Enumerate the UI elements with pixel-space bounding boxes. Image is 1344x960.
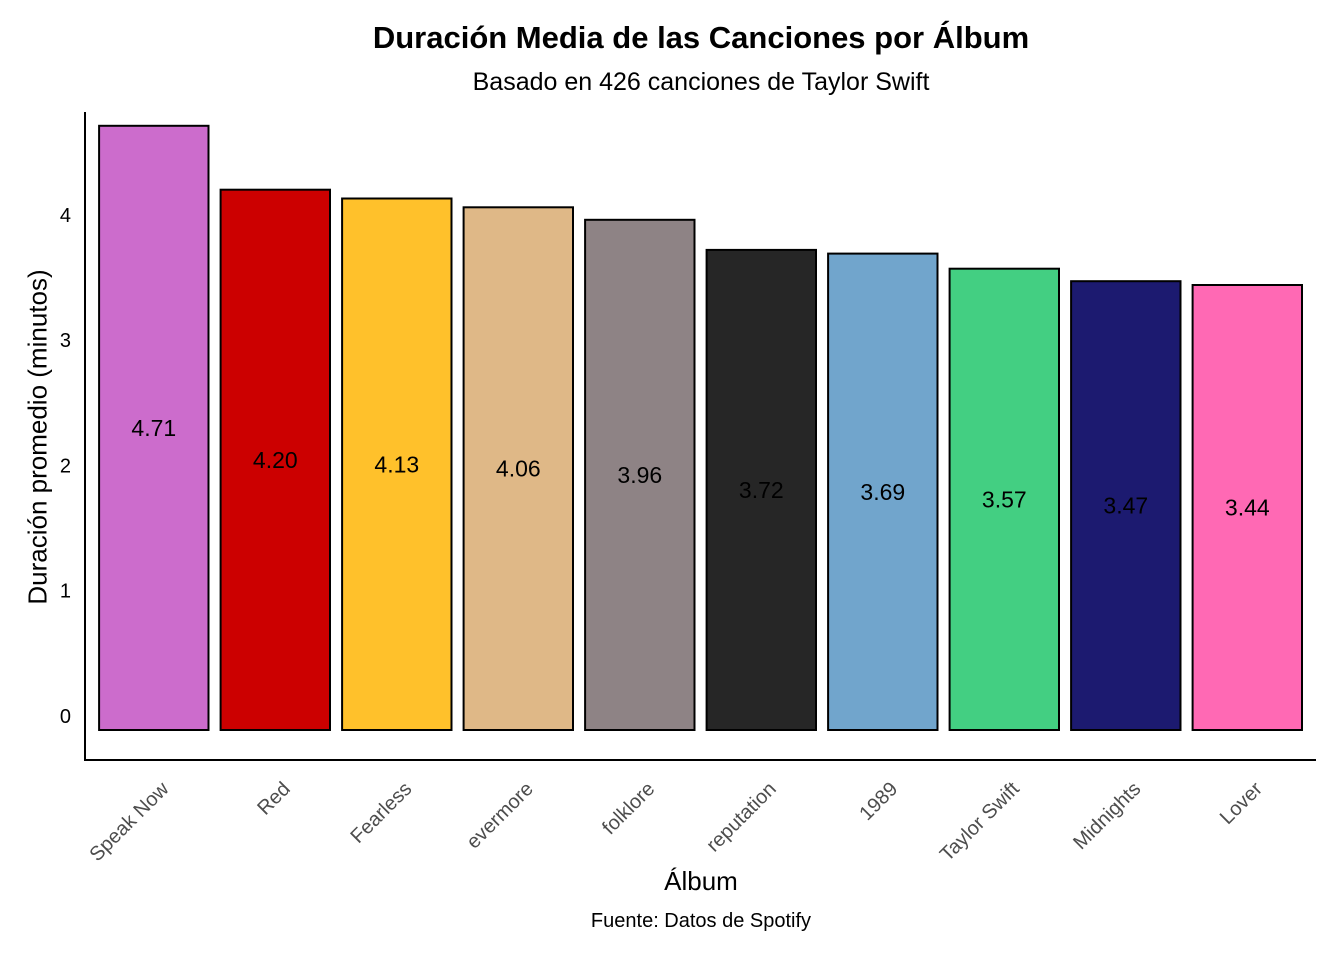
data-label: 4.06 [496,456,541,482]
data-label: 3.96 [617,462,662,488]
bar [827,252,939,731]
y-tick-label: 4 [60,205,71,227]
x-tick-label: evermore [463,778,538,853]
x-tick-label: 1989 [855,778,902,825]
y-tick-label: 1 [60,581,71,603]
x-axis-title: Álbum [664,866,738,896]
bar [98,124,210,732]
bar [705,248,817,731]
chart-title: Duración Media de las Canciones por Álbu… [372,20,1030,55]
data-label: 4.71 [131,415,176,441]
y-tick-label: 2 [60,455,71,477]
bar [1070,280,1182,731]
y-tick-label: 0 [60,706,71,728]
bar [341,197,453,731]
bar [1191,284,1303,731]
x-tick-label: Fearless [347,778,417,848]
data-label: 3.47 [1103,493,1148,519]
x-tick-label: reputation [702,778,780,856]
bars-group: 4.71 4.20 4.13 4.06 3.96 3.72 3.69 3.57 3.47 3.44 [98,124,1303,732]
y-tick-label: 3 [60,330,71,352]
y-tick-labels: 0 1 2 3 4 [60,205,71,728]
x-tick-label: Speak Now [85,778,173,866]
data-label: 3.72 [739,477,784,503]
data-label: 3.69 [860,479,905,505]
bar [584,218,696,732]
x-tick-label: Lover [1216,778,1267,829]
bar [219,188,332,731]
data-label: 4.20 [253,447,298,473]
x-tick-label: Red [253,778,295,820]
x-tick-label: Midnights [1069,778,1145,854]
x-tick-label: Taylor Swift [936,778,1024,866]
bar [462,206,575,732]
y-axis-title: Duración promedio (minutos) [22,269,53,605]
bar [948,267,1060,731]
chart-subtitle: Basado en 426 canciones de Taylor Swift [472,68,930,96]
x-tick-labels: Speak Now Red Fearless evermore folklore repu… [85,778,1267,866]
chart-caption: Fuente: Datos de Spotify [590,910,812,932]
data-label: 4.13 [374,451,419,477]
data-label: 3.44 [1225,495,1270,521]
x-tick-label: folklore [598,778,659,839]
data-label: 3.57 [982,486,1027,512]
